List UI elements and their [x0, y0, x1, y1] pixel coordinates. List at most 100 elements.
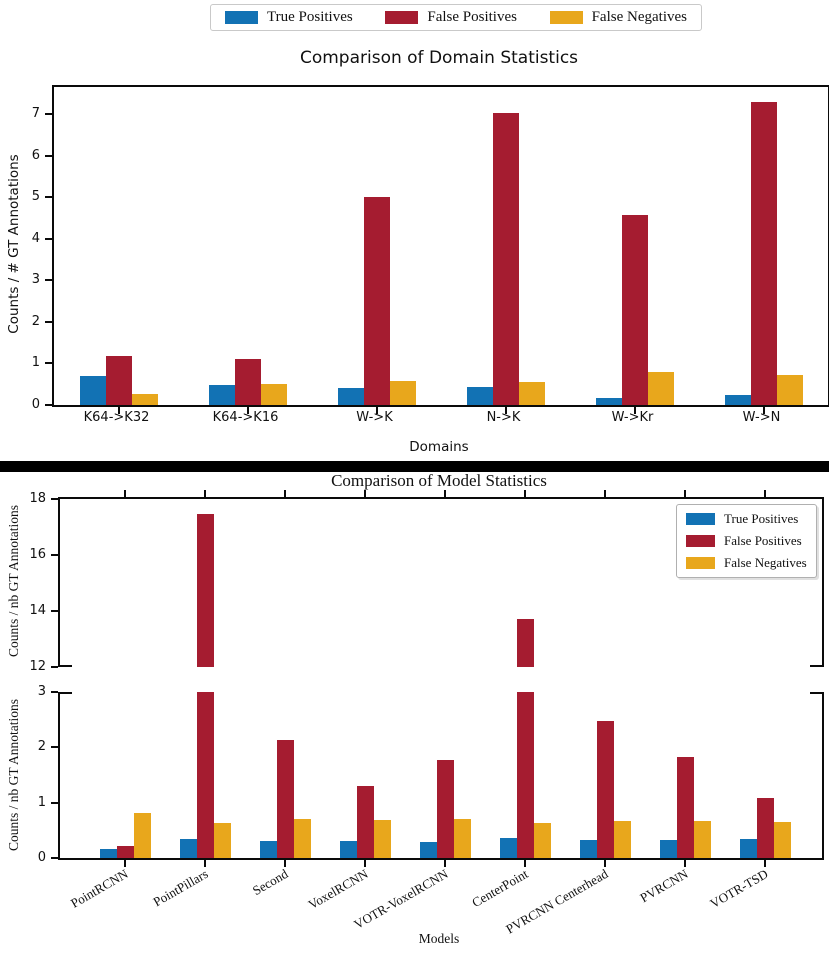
x-tick-label: VoxelRCNN — [305, 866, 371, 913]
x-tick-mark — [284, 490, 286, 497]
y-tick-mark — [51, 801, 58, 804]
bar-true-positives-pvrcnn-centerhead — [579, 839, 597, 858]
x-tick-mark — [204, 860, 206, 867]
bar-false-positives-w-n — [750, 102, 777, 405]
x-tick-label: Second — [249, 866, 291, 899]
legend-label: True Positives — [724, 511, 799, 526]
bar-true-positives-w-k — [337, 388, 364, 405]
y-tick-mark — [45, 196, 52, 199]
figure-separator — [0, 461, 829, 472]
x-tick-label: PVRCNN — [637, 866, 691, 906]
x-tick-mark — [124, 490, 126, 497]
x-tick-mark — [684, 490, 686, 497]
x-tick-mark — [604, 490, 606, 497]
x-tick-mark — [504, 407, 507, 414]
x-tick-mark — [524, 490, 526, 497]
bar-false-negatives-votr-tsd — [773, 822, 791, 858]
y-tick-label: 4 — [31, 230, 40, 246]
bar-true-positives-second — [259, 841, 277, 858]
y-tick-mark — [51, 746, 58, 749]
axis-break-stub — [810, 665, 822, 667]
bar-false-negatives-w-n — [776, 375, 803, 405]
x-tick-label: W->Kr — [611, 410, 654, 425]
x-tick-mark — [124, 860, 126, 867]
y-tick-mark — [51, 498, 58, 500]
y-tick-label: 12 — [29, 659, 46, 674]
bar-true-positives-pointpillars — [179, 838, 197, 858]
y-tick-mark — [51, 666, 58, 668]
model-chart-title: Comparison of Model Statistics — [331, 471, 547, 490]
axis-break-stub — [810, 692, 822, 694]
bar-false-negatives-second — [293, 819, 311, 858]
x-tick-mark — [444, 490, 446, 497]
axis-break-stub — [60, 692, 72, 694]
true-positives-swatch — [686, 513, 715, 525]
x-tick-label: K64->K16 — [212, 410, 279, 425]
y-tick-label: 3 — [31, 272, 40, 288]
bar-false-negatives-k64-k16 — [260, 383, 287, 405]
model-chart-legend: True Positives False Positives False Neg… — [676, 504, 817, 578]
bar-true-positives-w-n — [724, 394, 751, 405]
y-tick-mark — [51, 610, 58, 612]
bar-false-negatives-pvrcnn — [693, 821, 711, 858]
y-tick-label: 7 — [31, 106, 40, 122]
bar-false-positives-voxelrcnn — [356, 785, 374, 858]
legend-label: False Negatives — [591, 9, 687, 25]
bar-false-negatives-pvrcnn-centerhead — [613, 821, 631, 858]
legend-item-false-positives: False Positives — [686, 533, 807, 549]
x-tick-mark — [375, 407, 378, 414]
y-tick-mark — [45, 237, 52, 240]
x-tick-mark — [633, 407, 636, 414]
axis-break-stub — [60, 665, 72, 667]
bar-true-positives-pointrcnn — [99, 848, 117, 858]
domain-chart-x-axis-label: Domains — [409, 439, 469, 455]
bar-true-positives-centerpoint — [499, 838, 517, 858]
x-tick-mark — [204, 490, 206, 497]
y-tick-mark — [45, 154, 52, 157]
x-tick-mark — [764, 490, 766, 497]
legend-label: False Positives — [724, 533, 802, 548]
x-tick-mark — [604, 860, 606, 867]
bar-true-positives-votr-tsd — [739, 839, 757, 858]
bar-false-positives-k64-k32 — [105, 356, 132, 405]
y-tick-label: 1 — [31, 355, 40, 371]
true-positives-swatch — [225, 11, 258, 24]
bar-true-positives-w-kr — [595, 397, 622, 405]
model-chart-top-panel: True Positives False Positives False Neg… — [29, 490, 824, 674]
x-tick-label: PVRCNN Centerhead — [503, 866, 611, 937]
bar-false-negatives-voxelrcnn — [373, 820, 391, 858]
legend-item-false-positives: False Positives — [385, 9, 517, 26]
domain-chart-title: Comparison of Domain Statistics — [299, 48, 579, 68]
x-tick-mark — [364, 860, 366, 867]
y-tick-label: 0 — [37, 850, 46, 865]
y-tick-label: 18 — [29, 491, 46, 506]
bar-false-positives-pointpillars — [196, 692, 214, 858]
bar-true-positives-n-k — [466, 387, 493, 405]
x-tick-label: N->K — [486, 410, 521, 425]
domain-chart-plot-area: 0 1 2 3 4 5 6 7 — [32, 85, 829, 414]
model-chart-bottom-panel: 0 1 2 3 — [38, 684, 824, 867]
bar-true-positives-pvrcnn — [659, 839, 677, 858]
bar-true-positives-voxelrcnn — [339, 841, 357, 858]
bar-false-positives-pointrcnn — [116, 846, 134, 858]
x-tick-mark — [764, 860, 766, 867]
y-tick-mark — [51, 857, 58, 859]
bar-false-positives-centerpoint — [516, 692, 534, 858]
y-tick-mark — [45, 279, 52, 282]
bar-false-positives-n-k — [492, 113, 519, 405]
bar-false-negatives-votr-voxelrcnn — [453, 819, 471, 858]
x-tick-label: W->K — [356, 410, 393, 425]
domain-chart-legend: True Positives False Positives False Neg… — [210, 4, 702, 31]
x-tick-mark — [762, 407, 765, 414]
bar-false-positives-k64-k16 — [234, 358, 261, 405]
x-tick-label: VOTR-TSD — [707, 866, 771, 912]
y-tick-mark — [45, 320, 52, 323]
bar-false-negatives-k64-k32 — [131, 393, 158, 405]
y-tick-label: 5 — [31, 189, 40, 205]
legend-label: False Positives — [427, 9, 517, 25]
x-tick-label: VOTR-VoxelRCNN — [351, 866, 451, 932]
x-tick-mark — [684, 860, 686, 867]
y-tick-label: 16 — [29, 547, 46, 562]
bar-false-positives-pvrcnn-centerhead — [596, 721, 614, 858]
x-tick-mark — [364, 490, 366, 497]
